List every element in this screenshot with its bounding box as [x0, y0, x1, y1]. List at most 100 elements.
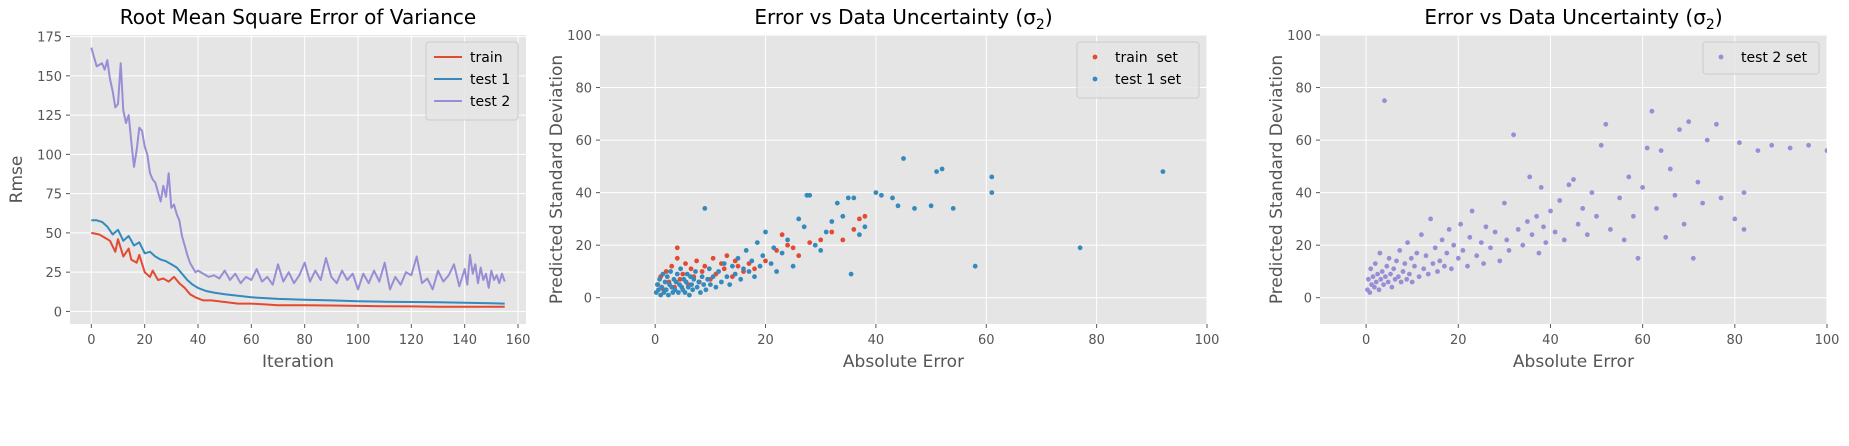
legend-entry: train	[470, 50, 503, 66]
x-tick-label: 100	[346, 333, 371, 348]
legend-box	[1702, 41, 1820, 75]
legend-entry: train set	[1115, 50, 1178, 66]
scatter-point	[1432, 245, 1438, 251]
y-tick-label: 100	[37, 148, 62, 163]
scatter-point	[682, 290, 688, 295]
scatter-point	[1402, 261, 1408, 266]
scatter-point	[1492, 229, 1498, 235]
scatter-point	[895, 203, 901, 209]
scatter-point	[1478, 240, 1484, 246]
y-tick-label: 50	[45, 227, 62, 242]
scatter-point	[662, 279, 668, 285]
scatter-point	[663, 269, 669, 274]
scatter-point	[785, 237, 790, 243]
scatter-point	[972, 263, 978, 269]
scatter-point	[1442, 263, 1447, 269]
scatter-point	[696, 279, 702, 285]
scatter-point	[829, 229, 835, 235]
scatter-point	[1603, 121, 1609, 127]
scatter-point	[1640, 185, 1645, 190]
scatter-point	[801, 224, 807, 230]
scatter-point	[1714, 121, 1719, 127]
y-tick-label: 0	[1304, 292, 1312, 307]
scatter-point	[1497, 258, 1503, 264]
scatter-point	[1695, 179, 1701, 185]
scatter-point	[763, 258, 768, 264]
x-tick-label: 120	[399, 333, 424, 348]
y-axis-label: Predicted Standard Deviation	[547, 55, 567, 304]
x-axis-label: Iteration	[262, 352, 334, 372]
scatter-point	[1368, 266, 1374, 272]
scatter-point	[1460, 248, 1466, 253]
scatter-point	[685, 284, 691, 290]
scatter-point	[735, 263, 741, 269]
x-tick-label: 60	[1634, 333, 1651, 348]
x-tick-label: 20	[136, 333, 153, 348]
scatter-point	[1511, 132, 1516, 138]
scatter-point	[1649, 108, 1655, 114]
scatter-point	[690, 287, 696, 293]
scatter-point	[659, 284, 665, 290]
legend-entry: test 2 set	[1741, 50, 1808, 66]
scatter-point	[1372, 261, 1378, 266]
chart-title-text: Error vs Data Uncertainty (σ	[1424, 5, 1706, 29]
scatter-point	[790, 263, 796, 269]
scatter-point	[796, 253, 802, 259]
chart-title-text: Error vs Data Uncertainty (σ	[754, 5, 1036, 29]
scatter-point	[669, 284, 675, 290]
scatter-point	[683, 261, 688, 266]
scatter-point	[1382, 98, 1387, 104]
scatter-point	[1677, 127, 1682, 132]
scatter-point	[1385, 279, 1391, 285]
scatter-point	[807, 192, 813, 198]
x-tick-label: 80	[296, 333, 313, 348]
scatter-point	[1755, 148, 1761, 154]
chart-title: Error vs Data Uncertainty (σ2)	[754, 5, 1052, 33]
scatter-point	[1439, 237, 1445, 243]
scatter-point	[1672, 192, 1678, 198]
scatter-point	[840, 237, 846, 243]
scatter-point	[851, 195, 857, 201]
scatter-point	[1391, 266, 1397, 272]
scatter-point	[840, 213, 846, 219]
scatter-point	[796, 216, 802, 222]
scatter-point	[1741, 190, 1747, 196]
scatter-point	[1379, 269, 1385, 274]
scatter-point	[676, 290, 681, 295]
scatter-point	[754, 240, 760, 246]
scatter-point	[834, 200, 840, 206]
scatter-point	[1584, 232, 1590, 238]
scatter-point	[760, 253, 766, 259]
scatter-point	[851, 227, 857, 232]
scatter-point	[1458, 221, 1463, 227]
scatter-point	[1404, 276, 1410, 282]
x-axis-label: Absolute Error	[1513, 352, 1634, 372]
chart-title-close: )	[1715, 5, 1723, 29]
chart-scatter-train-test1: 0 20 40 60 80 100 0 20 40 60 80 100 Error vs Data Un…	[547, 5, 1219, 372]
scatter-point	[1663, 234, 1669, 240]
scatter-point	[678, 266, 683, 272]
chart-title-subscript: 2	[1036, 17, 1045, 33]
scatter-point	[738, 276, 744, 282]
x-tick-label: 40	[190, 333, 207, 348]
scatter-point	[1504, 237, 1510, 243]
scatter-point	[689, 282, 694, 287]
scatter-point	[1594, 213, 1599, 219]
scatter-point	[677, 276, 683, 282]
scatter-point	[732, 271, 738, 277]
scatter-point	[713, 284, 719, 290]
scatter-point	[708, 282, 713, 287]
y-tick-label: 175	[37, 31, 62, 46]
scatter-point	[693, 269, 698, 274]
scatter-point	[1409, 279, 1415, 285]
scatter-point	[1483, 224, 1489, 230]
series-line-test-2	[90, 47, 506, 291]
scatter-point	[666, 292, 671, 298]
scatter-point	[1536, 250, 1542, 256]
y-tick-label: 0	[584, 292, 592, 307]
x-tick-label: 0	[651, 333, 659, 348]
y-tick-label: 25	[45, 266, 62, 281]
scatter-point	[807, 240, 813, 246]
legend-marker	[1092, 76, 1098, 82]
